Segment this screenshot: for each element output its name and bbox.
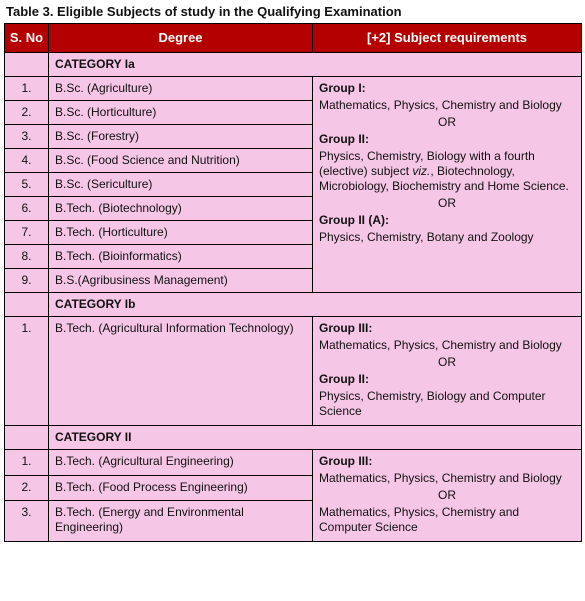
group2-body: Physics, Chemistry, Biology and Computer…	[319, 389, 575, 419]
cat1a-blank	[5, 53, 49, 77]
sno: 2.	[5, 101, 49, 125]
sno: 5.	[5, 173, 49, 197]
sno: 1.	[5, 450, 49, 475]
or-text: OR	[319, 488, 575, 503]
degree: B.Tech. (Biotechnology)	[49, 197, 313, 221]
cat1b-blank	[5, 293, 49, 317]
table-row: 1. B.Sc. (Agriculture) Group I: Mathemat…	[5, 77, 582, 101]
group3-title: Group III:	[319, 321, 575, 336]
degree: B.Tech. (Agricultural Information Techno…	[49, 317, 313, 426]
sno: 3.	[5, 501, 49, 542]
category-1a-row: CATEGORY Ia	[5, 53, 582, 77]
table-row: 1. B.Tech. (Agricultural Information Tec…	[5, 317, 582, 426]
viz: viz.	[412, 164, 430, 178]
degree: B.Tech. (Horticulture)	[49, 221, 313, 245]
degree: B.Sc. (Horticulture)	[49, 101, 313, 125]
or-text: OR	[319, 115, 575, 130]
cat2-blank	[5, 426, 49, 450]
table-header-row: S. No Degree [+2] Subject requirements	[5, 24, 582, 53]
sno: 8.	[5, 245, 49, 269]
sno: 1.	[5, 317, 49, 426]
degree: B.Tech. (Food Process Engineering)	[49, 475, 313, 500]
cat1b-label: CATEGORY Ib	[49, 293, 582, 317]
degree: B.Tech. (Bioinformatics)	[49, 245, 313, 269]
col-sno: S. No	[5, 24, 49, 53]
degree: B.Sc. (Agriculture)	[49, 77, 313, 101]
cat2-requirements: Group III: Mathematics, Physics, Chemist…	[313, 450, 582, 542]
sno: 6.	[5, 197, 49, 221]
col-req: [+2] Subject requirements	[313, 24, 582, 53]
eligibility-table: S. No Degree [+2] Subject requirements C…	[4, 23, 582, 542]
or-text: OR	[319, 196, 575, 211]
table-caption: Table 3. Eligible Subjects of study in t…	[6, 4, 581, 19]
sno: 7.	[5, 221, 49, 245]
group2-title: Group II:	[319, 132, 575, 147]
table-row: 1. B.Tech. (Agricultural Engineering) Gr…	[5, 450, 582, 475]
sno: 2.	[5, 475, 49, 500]
degree: B.Sc. (Forestry)	[49, 125, 313, 149]
group1-title: Group I:	[319, 81, 575, 96]
sno: 9.	[5, 269, 49, 293]
degree: B.Sc. (Sericulture)	[49, 173, 313, 197]
degree: B.Sc. (Food Science and Nutrition)	[49, 149, 313, 173]
alt-body: Mathematics, Physics, Chemistry and Comp…	[319, 505, 575, 535]
sno: 3.	[5, 125, 49, 149]
degree: B.Tech. (Agricultural Engineering)	[49, 450, 313, 475]
group3-body: Mathematics, Physics, Chemistry and Biol…	[319, 471, 575, 486]
col-degree: Degree	[49, 24, 313, 53]
group1-body: Mathematics, Physics, Chemistry and Biol…	[319, 98, 575, 113]
group2a-body: Physics, Chemistry, Botany and Zoology	[319, 230, 575, 245]
category-2-row: CATEGORY II	[5, 426, 582, 450]
cat2-label: CATEGORY II	[49, 426, 582, 450]
group3-body: Mathematics, Physics, Chemistry and Biol…	[319, 338, 575, 353]
group3-title: Group III:	[319, 454, 575, 469]
group2-title: Group II:	[319, 372, 575, 387]
group2-body: Physics, Chemistry, Biology with a fourt…	[319, 149, 575, 194]
degree: B.S.(Agribusiness Management)	[49, 269, 313, 293]
degree: B.Tech. (Energy and Environmental Engine…	[49, 501, 313, 542]
group2a-title: Group II (A):	[319, 213, 575, 228]
sno: 4.	[5, 149, 49, 173]
sno: 1.	[5, 77, 49, 101]
cat1b-requirements: Group III: Mathematics, Physics, Chemist…	[313, 317, 582, 426]
cat1a-requirements: Group I: Mathematics, Physics, Chemistry…	[313, 77, 582, 293]
category-1b-row: CATEGORY Ib	[5, 293, 582, 317]
cat1a-label: CATEGORY Ia	[49, 53, 582, 77]
or-text: OR	[319, 355, 575, 370]
